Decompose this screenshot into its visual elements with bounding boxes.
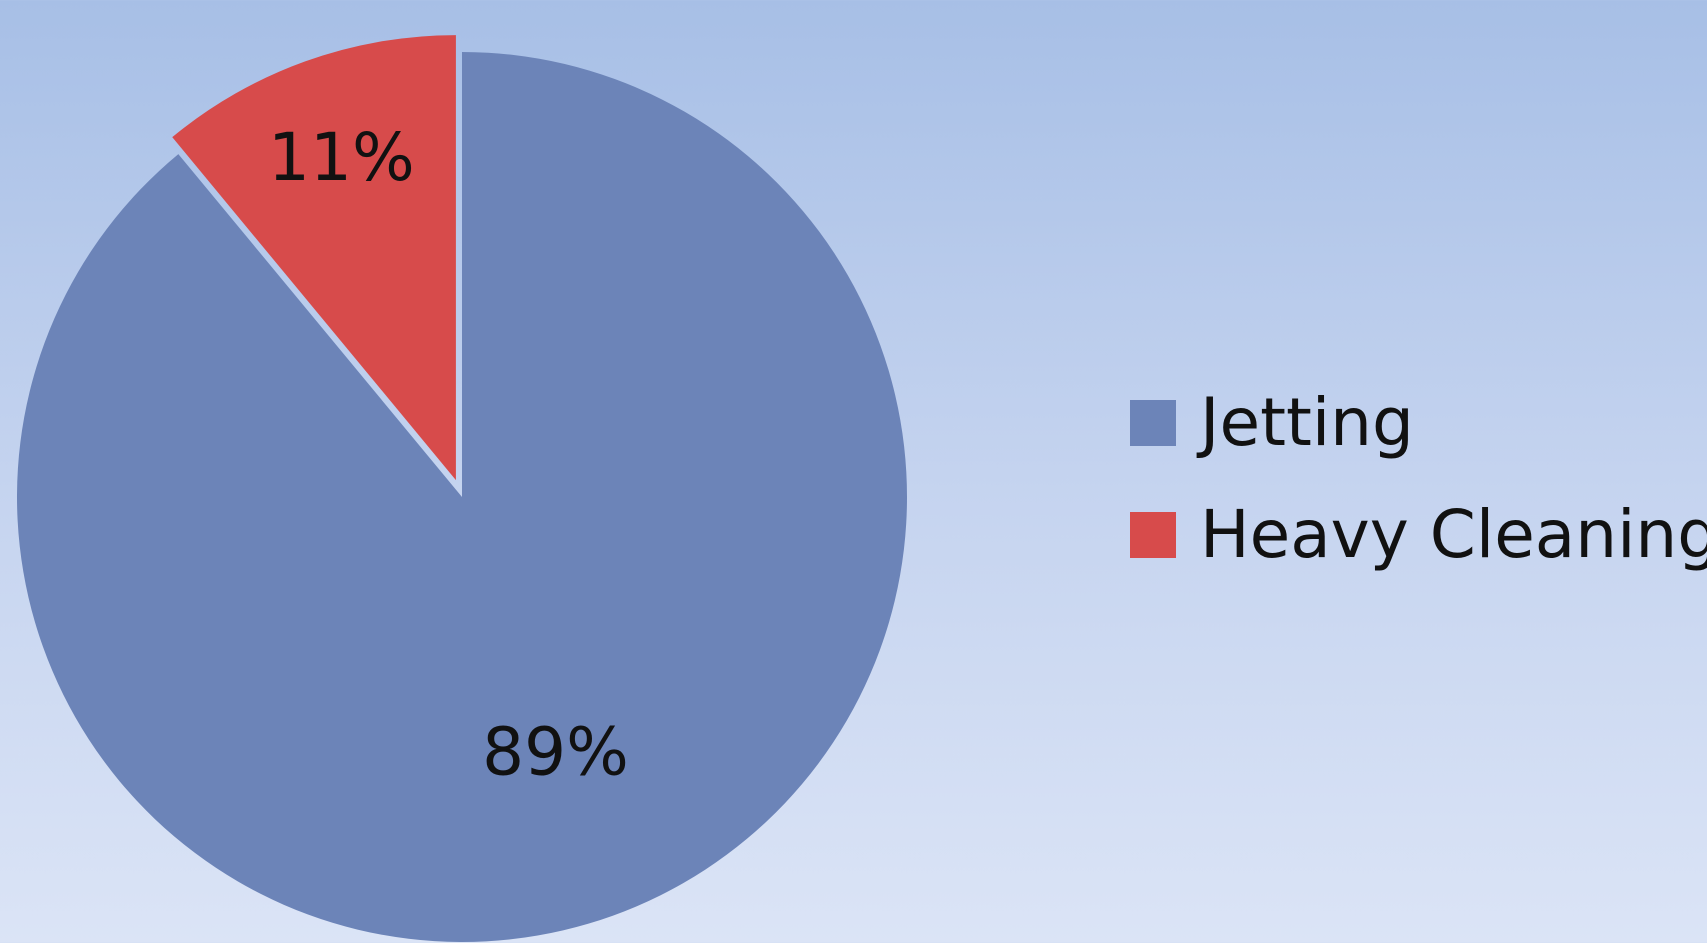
chart-legend: Jetting Heavy Cleaning — [1130, 380, 1707, 578]
legend-item-jetting: Jetting — [1130, 380, 1707, 466]
legend-label-heavy-cleaning: Heavy Cleaning — [1200, 496, 1707, 573]
data-label-heavy-cleaning: 11% — [268, 119, 415, 196]
pie-slice-jetting — [16, 52, 908, 943]
pie-slice-heavy-cleaning — [172, 35, 456, 481]
pie-data-labels: 89% 11% — [268, 119, 629, 791]
legend-swatch-jetting — [1130, 400, 1176, 446]
legend-swatch-heavy-cleaning — [1130, 512, 1176, 558]
legend-item-heavy-cleaning: Heavy Cleaning — [1130, 492, 1707, 578]
pie-slices — [16, 35, 908, 943]
legend-label-jetting: Jetting — [1200, 384, 1414, 461]
data-label-jetting: 89% — [482, 714, 629, 791]
